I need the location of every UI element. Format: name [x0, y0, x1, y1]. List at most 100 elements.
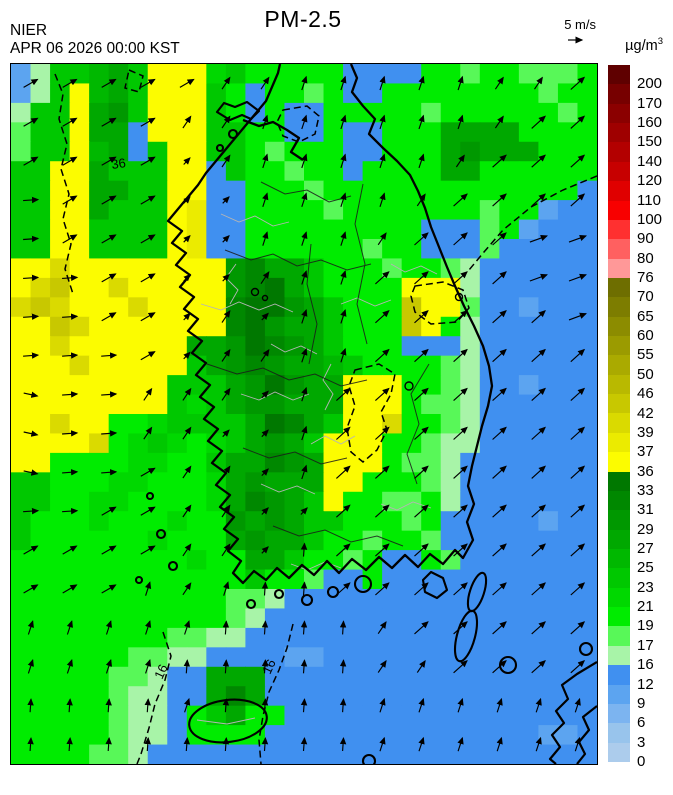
- colorbar-segment: [608, 452, 630, 472]
- colorbar-segment: [608, 297, 630, 317]
- colorbar-tick-label: 42: [637, 404, 654, 422]
- colorbar-segment: [608, 84, 630, 104]
- japan-coastline: [548, 661, 597, 764]
- colorbar-segment: [608, 161, 630, 182]
- colorbar-tick-label: 140: [637, 152, 663, 170]
- colorbar-segment: [608, 510, 630, 530]
- colorbar-segment: [608, 316, 630, 337]
- colorbar-tick-label: 110: [637, 191, 661, 209]
- colorbar-tick-label: 21: [637, 598, 654, 616]
- colorbar-tick-label: 120: [637, 172, 663, 190]
- colorbar-segment: [608, 703, 630, 724]
- colorbar-segment: [608, 103, 630, 124]
- contour-value-label: 16: [259, 657, 279, 676]
- colorbar-segment: [608, 529, 630, 549]
- colorbar-segment: [608, 587, 630, 608]
- colorbar-tick-label: 12: [637, 675, 654, 693]
- unit-base: µg/m: [625, 37, 658, 54]
- colorbar-segment: [608, 471, 630, 491]
- colorbar-tick-label: 50: [637, 365, 654, 383]
- colorbar-tick-label: 31: [637, 501, 654, 519]
- colorbar-tick-label: 23: [637, 578, 654, 596]
- colorbar-tick-label: 3: [637, 733, 646, 751]
- wind-vectors: [23, 75, 587, 752]
- valid-datetime-label: APR 06 2026 00:00 KST: [10, 40, 180, 57]
- colorbar-tick-label: 100: [637, 210, 663, 228]
- geoje-island: [421, 570, 449, 600]
- colorbar-tick-label: 160: [637, 114, 663, 132]
- colorbar-tick-label: 6: [637, 714, 646, 732]
- colorbar-segment: [608, 258, 630, 278]
- islands: [134, 100, 594, 764]
- colorbar-tick-label: 39: [637, 423, 654, 441]
- colorbar-segment: [608, 626, 630, 646]
- city-marker: [250, 287, 260, 297]
- contour-lines: [54, 68, 597, 764]
- colorbar-tick-label: 76: [637, 268, 654, 286]
- colorbar-labels: 200 170 160 150 140 120 110 100 90 80 76 70 65 60 55 50…: [637, 65, 673, 770]
- map-overlay-layer: 36 16 16: [23, 64, 597, 764]
- pm25-field-layer: [11, 64, 597, 764]
- colorbar-segment: [608, 355, 630, 375]
- colorbar-segment: [608, 607, 630, 627]
- colorbar-tick-label: 70: [637, 288, 654, 306]
- colorbar-tick-label: 33: [637, 481, 654, 499]
- ganghwa-island: [215, 100, 261, 122]
- colorbar-segment: [608, 413, 630, 433]
- province-borders: [206, 181, 430, 547]
- map-canvas: 36 16 16: [10, 63, 598, 765]
- colorbar-tick-label: 29: [637, 520, 654, 538]
- colorbar-segment: [608, 336, 630, 356]
- colorbar-tick-label: 37: [637, 443, 654, 461]
- colorbar-tick-label: 19: [637, 617, 654, 635]
- colorbar-tick-label: 55: [637, 346, 654, 364]
- colorbar-tick-label: 46: [637, 385, 654, 403]
- colorbar-tick-label: 80: [637, 249, 654, 267]
- tsushima-north: [466, 571, 488, 613]
- colorbar-segment: [608, 394, 630, 414]
- colorbar-tick-label: 170: [637, 94, 663, 112]
- city-marker: [261, 294, 269, 302]
- colorbar-segment: [608, 432, 630, 453]
- colorbar-tick-label: 90: [637, 230, 654, 248]
- colorbar-tick-label: 65: [637, 307, 654, 325]
- colorbar-segment: [608, 200, 630, 220]
- colorbar-segment: [608, 123, 630, 143]
- colorbar-tick-label: 17: [637, 636, 654, 654]
- colorbar-segment: [608, 142, 630, 162]
- colorbar-tick-label: 60: [637, 327, 654, 345]
- colorbar-tick-label: 36: [637, 462, 654, 480]
- colorbar-tick-label: 27: [637, 540, 654, 558]
- colorbar-segment: [608, 277, 630, 298]
- colorbar-segment: [608, 665, 630, 685]
- city-marker: [454, 292, 464, 302]
- colorbar-segment: [608, 490, 630, 511]
- page-title: PM-2.5: [264, 6, 342, 32]
- colorbar-segment: [608, 568, 630, 588]
- colorbar-tick-label: 16: [637, 656, 654, 674]
- colorbar-segment: [608, 65, 630, 85]
- county-borders: [196, 213, 438, 725]
- colorbar-segment: [608, 548, 630, 569]
- colorbar-tick-label: 200: [637, 75, 663, 93]
- colorbar-tick-label: 9: [637, 694, 646, 712]
- wind-scale-arrow-icon: [568, 36, 584, 44]
- colorbar-segment: [608, 645, 630, 666]
- colorbar-segment: [608, 742, 630, 762]
- colorbar-segment: [608, 723, 630, 743]
- colorbar-segment: [608, 219, 630, 240]
- colorbar: [608, 65, 630, 762]
- colorbar-tick-label: 150: [637, 133, 663, 151]
- colorbar-tick-label: 25: [637, 559, 654, 577]
- city-marker: [404, 381, 414, 391]
- agency-label: NIER: [10, 22, 48, 39]
- tsushima-south: [453, 609, 479, 663]
- jeju-island: [188, 698, 268, 744]
- wind-scale-label: 5 m/s: [564, 17, 596, 32]
- colorbar-segment: [608, 684, 630, 704]
- colorbar-segment: [608, 374, 630, 395]
- city-markers: [250, 287, 464, 391]
- contour-value-label: 36: [110, 155, 126, 172]
- colorbar-tick-label: 0: [637, 753, 646, 770]
